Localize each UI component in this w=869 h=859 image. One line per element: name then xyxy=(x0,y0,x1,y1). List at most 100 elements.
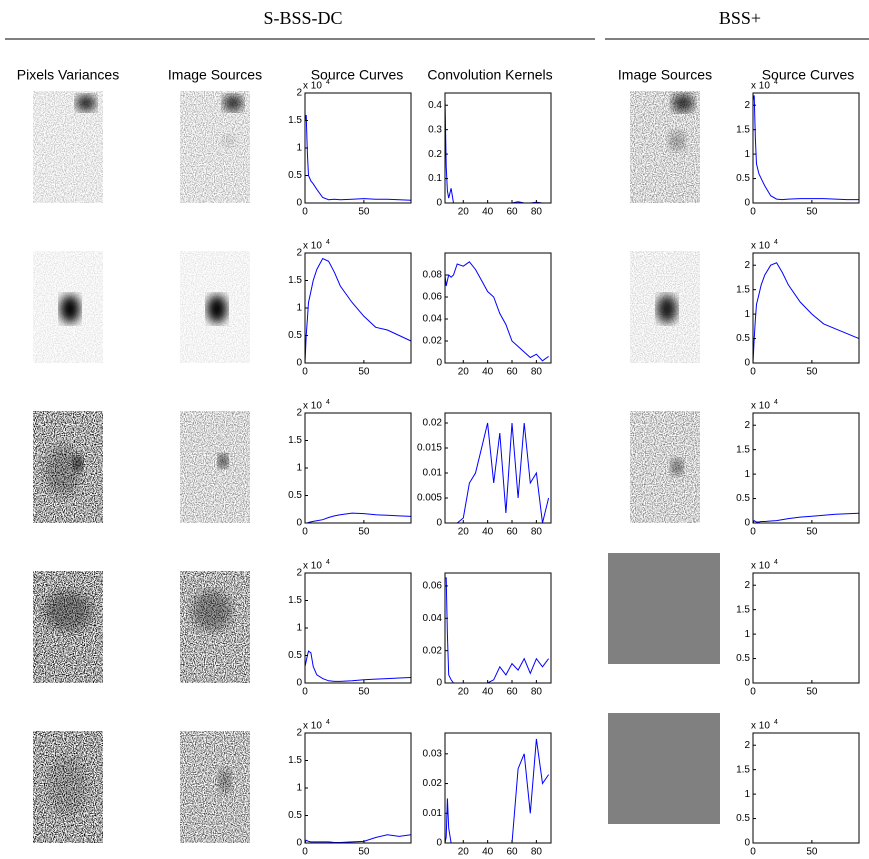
y-tick-label: 0.02 xyxy=(423,336,443,347)
image-blob xyxy=(671,459,683,475)
scale-label: x 10 xyxy=(303,241,322,252)
image-noise xyxy=(630,411,700,523)
plot-frame xyxy=(304,732,412,844)
x-tick-label: 20 xyxy=(458,367,470,378)
image xyxy=(180,571,250,683)
data-line xyxy=(304,834,412,844)
x-tick-label: 60 xyxy=(506,687,518,698)
plot-frame xyxy=(444,732,552,844)
y-tick-label: 0.5 xyxy=(288,650,302,661)
x-tick-label: 80 xyxy=(531,367,543,378)
y-tick-label: 1 xyxy=(744,789,750,800)
y-tick-label: 0.01 xyxy=(423,468,443,479)
x-tick-label: 80 xyxy=(531,687,543,698)
data-line xyxy=(304,650,412,682)
y-tick-label: 0.5 xyxy=(288,330,302,341)
x-tick-label: 60 xyxy=(506,207,518,218)
y-tick-label: 2 xyxy=(744,100,750,111)
y-tick-label: 2 xyxy=(296,88,302,99)
image xyxy=(33,91,103,203)
plot-box xyxy=(305,93,411,203)
empty-image xyxy=(608,553,720,664)
y-tick-label: 2 xyxy=(296,568,302,579)
y-tick-label: 0.4 xyxy=(428,100,442,111)
plot-frame xyxy=(304,252,412,364)
y-tick-label: 0 xyxy=(744,198,750,209)
x-tick-label: 0 xyxy=(302,207,308,218)
x-tick-label: 80 xyxy=(531,207,543,218)
y-tick-label: 0 xyxy=(436,678,442,689)
y-tick-label: 0.5 xyxy=(288,810,302,821)
x-tick-label: 0 xyxy=(302,847,308,858)
plot-frame xyxy=(304,572,412,684)
image-blob xyxy=(223,135,235,147)
x-tick-label: 50 xyxy=(358,367,370,378)
plot-frame xyxy=(752,92,860,204)
image xyxy=(33,251,103,363)
column-title: Image Sources xyxy=(168,67,262,83)
image-blob xyxy=(207,295,227,323)
plot-frame xyxy=(444,252,552,364)
x-tick-label: 40 xyxy=(482,367,494,378)
x-tick-label: 0 xyxy=(750,527,756,538)
x-tick-label: 80 xyxy=(531,527,543,538)
data-line xyxy=(752,262,860,364)
y-tick-label: 2 xyxy=(744,580,750,591)
plot-frame xyxy=(752,732,860,844)
data-line xyxy=(752,512,860,524)
x-tick-label: 50 xyxy=(806,367,818,378)
y-tick-label: 0 xyxy=(436,838,442,849)
plot-frame xyxy=(304,92,412,204)
y-tick-label: 0 xyxy=(744,358,750,369)
x-tick-label: 50 xyxy=(806,847,818,858)
x-tick-label: 0 xyxy=(302,367,308,378)
plot-box xyxy=(305,253,411,363)
scale-exponent: 4 xyxy=(774,239,778,246)
data-line xyxy=(752,95,859,201)
y-tick-label: 1 xyxy=(296,143,302,154)
plot-frame xyxy=(752,572,860,684)
x-tick-label: 50 xyxy=(806,687,818,698)
plot-box xyxy=(445,733,551,843)
scale-label: x 10 xyxy=(303,561,322,572)
y-tick-label: 0.03 xyxy=(423,748,443,759)
x-tick-label: 0 xyxy=(750,207,756,218)
scale-label: x 10 xyxy=(751,561,770,572)
y-tick-label: 2 xyxy=(744,260,750,271)
scale-label: x 10 xyxy=(751,401,770,412)
y-tick-label: 0 xyxy=(436,198,442,209)
y-tick-label: 0.2 xyxy=(428,149,442,160)
x-tick-label: 20 xyxy=(458,687,470,698)
y-tick-label: 0.3 xyxy=(428,124,442,135)
y-tick-label: 1 xyxy=(296,303,302,314)
image xyxy=(180,251,250,363)
scale-label: x 10 xyxy=(751,81,770,92)
y-tick-label: 0 xyxy=(296,358,302,369)
y-tick-label: 1 xyxy=(296,463,302,474)
x-tick-label: 50 xyxy=(358,207,370,218)
x-tick-label: 0 xyxy=(302,527,308,538)
y-tick-label: 0 xyxy=(744,678,750,689)
column-title: Image Sources xyxy=(618,67,712,83)
image-blob xyxy=(223,95,243,111)
image xyxy=(630,91,700,203)
scale-exponent: 4 xyxy=(326,239,330,246)
scale-exponent: 4 xyxy=(774,399,778,406)
scale-exponent: 4 xyxy=(326,79,330,86)
x-tick-label: 50 xyxy=(358,847,370,858)
plot-box xyxy=(753,573,859,683)
x-tick-label: 50 xyxy=(358,687,370,698)
y-tick-label: 1 xyxy=(744,629,750,640)
image-blob xyxy=(219,769,231,793)
image xyxy=(630,251,700,363)
image xyxy=(33,411,103,523)
y-tick-label: 1 xyxy=(744,149,750,160)
plot-frame xyxy=(444,412,552,524)
scale-exponent: 4 xyxy=(326,719,330,726)
image xyxy=(33,571,103,683)
x-tick-label: 60 xyxy=(506,847,518,858)
y-tick-label: 0.5 xyxy=(736,813,750,824)
y-tick-label: 0 xyxy=(296,518,302,529)
